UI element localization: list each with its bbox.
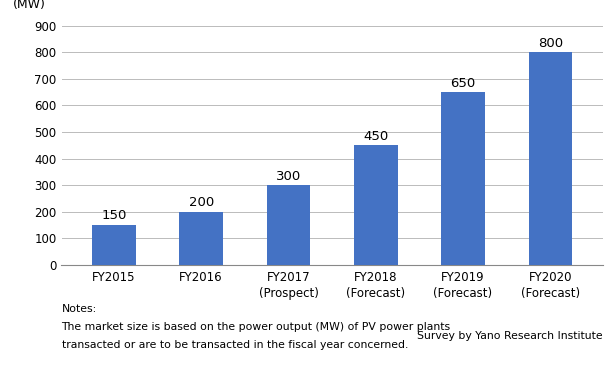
- Bar: [528, 52, 572, 265]
- Text: 200: 200: [189, 196, 214, 209]
- Text: 300: 300: [276, 170, 301, 183]
- Bar: [441, 92, 485, 265]
- Text: (MW): (MW): [13, 0, 46, 11]
- Bar: [180, 212, 223, 265]
- Text: 650: 650: [450, 77, 475, 89]
- Text: 150: 150: [101, 209, 127, 222]
- Text: transacted or are to be transacted in the fiscal year concerned.: transacted or are to be transacted in th…: [62, 340, 408, 350]
- Text: Survey by Yano Research Institute: Survey by Yano Research Institute: [417, 331, 603, 341]
- Bar: [92, 225, 136, 265]
- Text: 800: 800: [538, 37, 563, 50]
- Text: Notes:: Notes:: [62, 304, 97, 314]
- Text: 450: 450: [363, 130, 388, 143]
- Bar: [354, 145, 397, 265]
- Text: The market size is based on the power output (MW) of PV power plants: The market size is based on the power ou…: [62, 322, 451, 332]
- Bar: [267, 185, 311, 265]
